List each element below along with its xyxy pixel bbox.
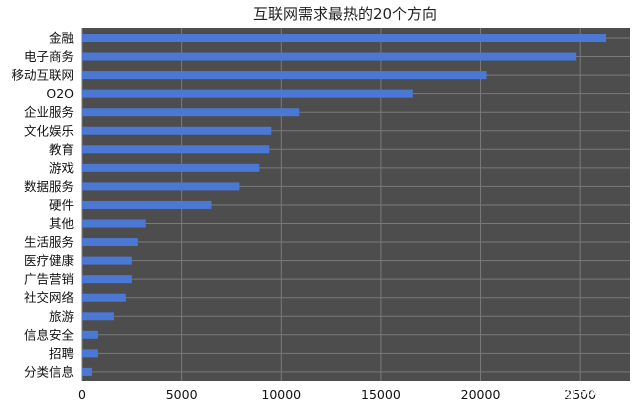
bar <box>82 89 413 98</box>
bar <box>82 71 487 80</box>
category-label: 医疗健康 <box>24 253 75 268</box>
x-tick-label: 0 <box>78 387 86 402</box>
category-label: O2O <box>46 86 74 101</box>
bar <box>82 108 300 117</box>
category-label: 教育 <box>49 142 74 157</box>
category-label: 其他 <box>49 216 75 231</box>
x-tick-label: 20000 <box>461 387 501 402</box>
bar <box>82 312 114 321</box>
bar <box>82 52 577 61</box>
category-label: 金融 <box>49 31 75 46</box>
category-label: 硬件 <box>49 197 74 212</box>
bar <box>82 367 92 376</box>
bar <box>82 163 260 172</box>
category-label: 招聘 <box>49 346 74 361</box>
category-label: 企业服务 <box>24 105 74 120</box>
category-label: 信息安全 <box>24 327 75 342</box>
category-label: 移动互联网 <box>11 68 74 83</box>
bar <box>82 256 132 265</box>
category-label: 旅游 <box>49 309 75 324</box>
bar <box>82 182 240 191</box>
chart-title: 互联网需求最热的20个方向 <box>253 5 437 23</box>
x-tick-labels: 0 5000 10000 15000 20000 2500 <box>78 387 596 402</box>
bar <box>82 145 270 154</box>
bar <box>82 34 607 42</box>
bar <box>82 330 98 339</box>
bar <box>82 275 132 284</box>
bar <box>82 238 138 247</box>
x-tick-label: 2500 <box>564 387 596 402</box>
bar <box>82 293 126 302</box>
category-label: 广告营销 <box>24 272 74 287</box>
category-label: 电子商务 <box>24 49 74 64</box>
category-label: 游戏 <box>49 160 74 175</box>
x-tick-label: 15000 <box>361 387 401 402</box>
category-label: 数据服务 <box>24 179 74 194</box>
bar <box>82 126 272 135</box>
watermark-text: 头条 @ 95后bb <box>533 384 626 400</box>
x-tick-label: 10000 <box>261 387 301 402</box>
watermark: 头条 @ 95后bb <box>533 384 626 400</box>
category-label: 分类信息 <box>24 364 74 379</box>
bar <box>82 200 212 209</box>
bar <box>82 219 146 228</box>
category-label: 社交网络 <box>24 290 75 305</box>
category-label: 生活服务 <box>24 235 74 250</box>
bars <box>82 34 607 376</box>
bar <box>82 349 98 358</box>
x-tick-label: 5000 <box>166 387 198 402</box>
category-label: 文化娱乐 <box>24 123 74 138</box>
